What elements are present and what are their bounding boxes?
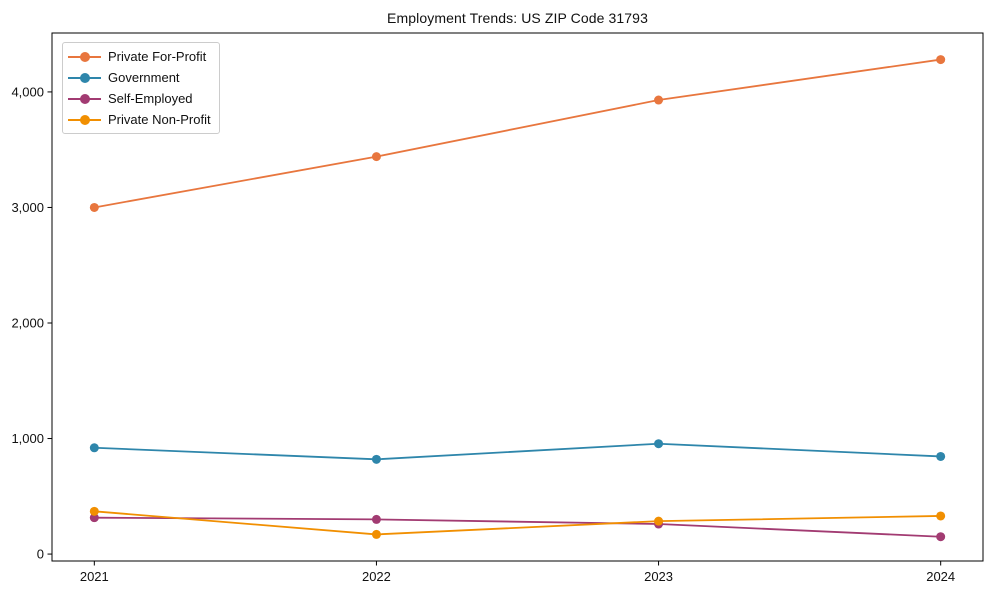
data-point-marker: [936, 511, 946, 521]
y-axis-tick-label: 0: [37, 547, 44, 562]
data-point-marker: [654, 516, 664, 526]
series-line: [94, 510, 941, 536]
data-point-marker: [89, 513, 99, 523]
data-point-marker: [89, 506, 99, 516]
data-point-marker: [654, 439, 664, 449]
series-line: [94, 58, 941, 209]
legend-item: Private For-Profit: [68, 46, 211, 67]
legend-label: Private For-Profit: [108, 49, 207, 64]
y-axis-tick-label: 1,000: [11, 431, 44, 446]
data-point-marker: [936, 55, 946, 65]
y-axis-tick-label: 2,000: [11, 315, 44, 330]
x-axis-tick-label: 2023: [644, 569, 673, 584]
legend: Private For-Profit Government Self-Employe…: [62, 42, 220, 134]
legend-item: Government: [68, 67, 211, 88]
data-point-marker: [89, 202, 99, 212]
y-axis-tick-label: 3,000: [11, 200, 44, 215]
series-line: [94, 516, 941, 538]
x-axis-tick-label: 2024: [926, 569, 955, 584]
x-axis-tick-label: 2021: [80, 569, 109, 584]
data-point-marker: [936, 451, 946, 461]
data-point-marker: [371, 514, 381, 524]
data-point-marker: [371, 454, 381, 464]
data-point-marker: [936, 532, 946, 542]
data-point-marker: [89, 443, 99, 453]
chart-title: Employment Trends: US ZIP Code 31793: [387, 10, 648, 26]
data-point-marker: [371, 529, 381, 539]
legend-label: Government: [108, 70, 180, 85]
legend-line-marker-icon: [68, 114, 101, 125]
legend-item: Self-Employed: [68, 88, 211, 109]
legend-line-marker-icon: [68, 93, 101, 104]
legend-line-marker-icon: [68, 72, 101, 83]
data-point-marker: [654, 95, 664, 105]
x-axis-tick-label: 2022: [362, 569, 391, 584]
legend-label: Self-Employed: [108, 91, 193, 106]
plot-area-border: [51, 32, 984, 562]
y-axis-tick-label: 4,000: [11, 84, 44, 99]
legend-item: Private Non-Profit: [68, 109, 211, 130]
series-line: [94, 442, 941, 461]
legend-label: Private Non-Profit: [108, 112, 211, 127]
data-point-marker: [371, 152, 381, 162]
legend-line-marker-icon: [68, 51, 101, 62]
